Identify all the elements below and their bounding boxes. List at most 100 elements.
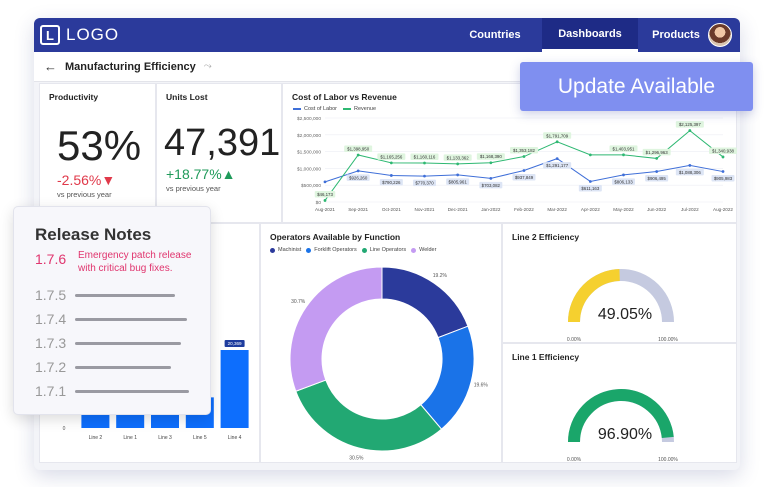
x-tick-label: Jun-2022	[647, 207, 667, 212]
x-tick-label: Jan-2022	[481, 207, 501, 212]
line1-efficiency-card: Line 1 Efficiency 96.90% 0.00% 100.00%	[502, 343, 737, 463]
data-label-bg	[709, 147, 737, 154]
logo[interactable]: L LOGO	[40, 25, 119, 45]
release-item[interactable]: 1.7.4	[35, 311, 187, 327]
data-label: $46,173	[317, 192, 333, 197]
x-tick-label: Sep-2021	[348, 207, 368, 212]
y-tick-label: $1,500,000	[297, 150, 321, 156]
x-tick-label: Aug-2021	[315, 207, 335, 212]
series-point	[655, 170, 659, 173]
release-item[interactable]: 1.7.5	[35, 287, 175, 303]
x-tick-label: Line 3	[158, 435, 172, 441]
gauge-title: Line 2 Efficiency	[512, 232, 580, 242]
data-label: $1,296,963	[646, 150, 669, 155]
x-tick-label: Line 2	[89, 435, 103, 441]
data-label: $770,370	[415, 181, 434, 186]
release-placeholder-line	[75, 293, 175, 297]
x-tick-label: Mar-2022	[547, 207, 567, 212]
donut-slice	[289, 266, 383, 392]
data-label: $1,160,116	[414, 155, 436, 160]
x-tick-label: Line 1	[123, 435, 137, 441]
series-line	[324, 129, 724, 201]
slice-label: 19.6%	[474, 382, 489, 388]
slice-label: 19.2%	[433, 273, 448, 279]
series-point	[389, 174, 393, 177]
series-point	[389, 161, 393, 165]
release-version: 1.7.4	[35, 311, 67, 327]
data-label-bg	[543, 162, 572, 169]
series-point	[456, 162, 460, 166]
release-version: 1.7.5	[35, 287, 67, 303]
data-label-bg	[609, 145, 638, 152]
data-label-bg	[510, 147, 538, 154]
release-item[interactable]: 1.7.3	[35, 335, 181, 351]
tab-countries[interactable]: Countries	[469, 29, 521, 41]
back-arrow-icon[interactable]: ←	[44, 59, 57, 74]
gauge-value: 96.90%	[598, 426, 652, 443]
series-point	[622, 153, 625, 157]
series-point	[655, 157, 659, 160]
y-tick-label: $2,500,000	[297, 116, 321, 122]
line2-gauge: 49.05% 0.00% 100.00%	[567, 269, 678, 343]
data-label: $806,133	[614, 179, 633, 184]
release-item[interactable]: 1.7.1	[35, 383, 189, 399]
data-label: $926,260	[349, 175, 368, 180]
release-version: 1.7.1	[35, 383, 67, 399]
series-point	[489, 176, 493, 180]
data-label-bg	[344, 145, 373, 152]
y-tick-label: $1,000,000	[297, 166, 321, 172]
data-label-bg	[346, 174, 370, 181]
gauge-min-label: 0.00%	[567, 337, 582, 343]
series-point	[721, 155, 725, 159]
data-label: 20,369	[228, 341, 242, 346]
productivity-value: 53%	[57, 122, 142, 169]
series-point	[622, 173, 625, 177]
data-label: $1,168,390	[480, 154, 503, 159]
logo-icon: L	[40, 25, 60, 45]
series-point	[522, 155, 526, 158]
avatar[interactable]	[708, 23, 732, 47]
data-label-bg	[443, 154, 472, 161]
series-point	[555, 140, 559, 144]
gauge-fill	[568, 389, 674, 443]
series-point	[721, 170, 725, 173]
donut-legend: Machinist Forklift Operators Line Operat…	[270, 247, 436, 253]
data-label: $906,495	[648, 176, 667, 181]
series-point	[688, 129, 692, 132]
y-tick-label: $2,000,000	[297, 133, 321, 139]
share-icon[interactable]: ⤳	[203, 61, 212, 72]
release-placeholder-line	[75, 317, 187, 321]
page-title: Manufacturing Efficiency	[65, 60, 196, 73]
x-tick-label: Dec-2021	[448, 207, 468, 212]
legend-swatch	[270, 247, 275, 253]
series-point	[688, 164, 692, 167]
data-label: $905,983	[714, 176, 733, 181]
data-label: $1,353,182	[513, 148, 536, 153]
data-label-bg	[379, 178, 403, 186]
units-lost-value: 47,391	[164, 122, 281, 164]
legend-label: Revenue	[354, 106, 377, 112]
release-notes-title: Release Notes	[35, 225, 152, 244]
x-tick-label: Apr-2022	[581, 207, 600, 212]
tab-dashboards[interactable]: Dashboards	[542, 18, 638, 52]
y-tick-label: 0	[63, 426, 66, 432]
series-point	[456, 173, 460, 177]
legend-label: Forklift Operators	[314, 247, 357, 253]
y-tick-label: $0	[316, 200, 322, 206]
logo-text: LOGO	[66, 25, 120, 44]
series-point	[356, 153, 360, 157]
series-point	[423, 174, 426, 178]
data-label-bg	[512, 173, 536, 181]
donut-chart: 19.2% 19.6% 30.5% 30.7%	[289, 266, 489, 462]
tab-products[interactable]: Products	[652, 29, 700, 41]
gauge-title: Line 1 Efficiency	[512, 352, 580, 362]
data-label-bg	[224, 340, 245, 347]
data-label-bg	[543, 132, 572, 139]
data-label-bg	[377, 153, 406, 160]
release-item[interactable]: 1.7.2	[35, 359, 171, 375]
donut-slice	[295, 379, 443, 452]
update-available-button[interactable]: Update Available	[520, 62, 753, 111]
series-point	[489, 161, 493, 165]
gauge-value: 49.05%	[598, 306, 652, 323]
current-version[interactable]: 1.7.6	[35, 251, 67, 267]
